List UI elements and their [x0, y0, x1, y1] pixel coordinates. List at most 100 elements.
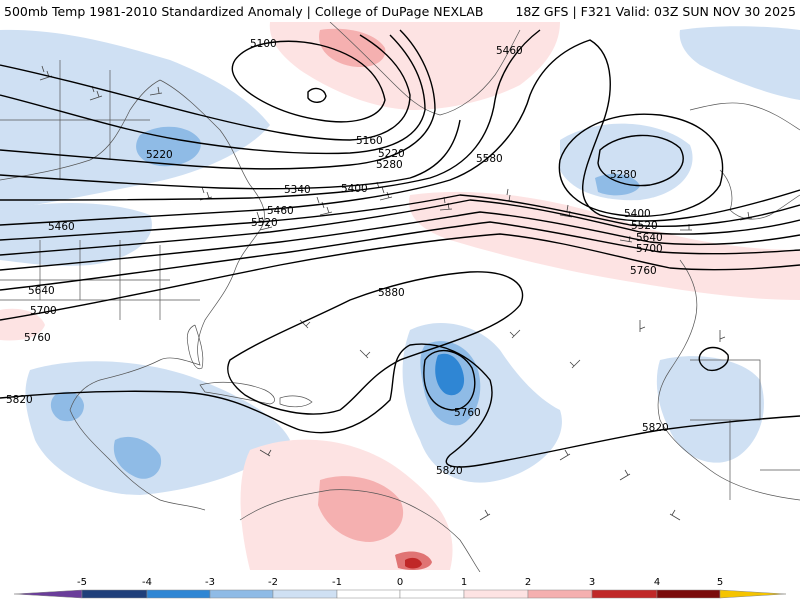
legend-tick: 1: [461, 577, 467, 588]
cold-anomaly-central-america: [113, 436, 162, 479]
contour-label: 5460: [496, 45, 523, 57]
cold-anomaly-atlantic-core: [435, 353, 465, 396]
contour-label: 5280: [376, 159, 403, 171]
wind-barb: [509, 329, 521, 339]
wind-barb: [299, 319, 311, 329]
contour-label: 5640: [636, 232, 663, 244]
wind-barb: [619, 469, 631, 481]
cold-anomaly-labrador: [560, 123, 693, 201]
legend-tick: -1: [332, 577, 342, 588]
contour-label: 5760: [454, 407, 481, 419]
legend-tick: -5: [77, 577, 87, 588]
wind-barb: [719, 330, 726, 342]
anomaly-color-bar: -5 -4 -3 -2 -1 0 1 2 3 4 5: [0, 572, 800, 600]
height-contours: [0, 29, 800, 468]
legend-swatch: [146, 589, 211, 599]
wind-barb: [569, 359, 581, 369]
south-america-coast: [239, 489, 481, 572]
contour-label: 5760: [630, 265, 657, 277]
warm-anomaly-atlantic: [409, 191, 800, 300]
legend-tick: 3: [589, 577, 595, 588]
map-title: 500mb Temp 1981-2010 Standardized Anomal…: [4, 4, 484, 19]
legend-tick: 0: [397, 577, 403, 588]
legend-swatch: [336, 589, 401, 599]
legend-tick: -4: [142, 577, 152, 588]
contour-5460: [0, 39, 800, 226]
contour-label: 5520: [251, 217, 278, 229]
wind-barb: [669, 509, 681, 521]
greenland-coast: [329, 22, 521, 116]
contour-label: 5400: [341, 183, 368, 195]
legend-tick: 2: [525, 577, 531, 588]
contour-label: 5820: [642, 422, 669, 434]
legend-swatch: [209, 589, 274, 599]
contour-5880: [227, 271, 524, 415]
north-america-coast: [0, 79, 265, 511]
contour-label: 5220: [146, 149, 173, 161]
wind-barb: [619, 235, 633, 243]
cold-anomaly-gulf: [50, 391, 84, 422]
contour-5700: [0, 221, 800, 291]
wind-barb: [559, 449, 571, 461]
cold-anomaly-africa: [656, 356, 764, 463]
contour-label: 5700: [30, 305, 57, 317]
legend-swatch: [81, 589, 148, 599]
legend-swatch: [272, 589, 338, 599]
wind-barb: [316, 196, 333, 216]
contour-label: 5100: [250, 38, 277, 50]
cold-anomaly-core-canada: [136, 126, 201, 167]
contour-5220: [0, 34, 426, 155]
contour-label: 5220: [378, 148, 405, 160]
contour-label: 5280: [610, 169, 637, 181]
warm-anomaly-greenland-core: [319, 28, 386, 68]
contour-5280-labrador: [597, 134, 684, 187]
wind-barb: [359, 349, 371, 359]
weather-map: 5100 5160 5220 5220 5280 5280 5340 5400 …: [0, 22, 800, 572]
contour-label: 5640: [28, 285, 55, 297]
contour-5760-low: [423, 349, 476, 411]
cold-anomaly-greenland: [679, 26, 800, 100]
contour-5640: [0, 211, 800, 271]
contour-label: 5700: [636, 243, 663, 255]
contour-label: 5520: [631, 220, 658, 232]
model-run-info: 18Z GFS | F321 Valid: 03Z SUN NOV 30 202…: [515, 4, 796, 19]
legend-swatch: [399, 589, 465, 599]
legend-tick: -3: [205, 577, 215, 588]
legend-swatch: [463, 589, 529, 599]
contour-5760: [0, 233, 800, 321]
florida-outline: [186, 324, 204, 370]
legend-swatches: [13, 589, 787, 599]
contour-label: 5820: [6, 394, 33, 406]
wind-barb: [256, 211, 273, 231]
legend-tick: 5: [717, 577, 723, 588]
contour-5280: [0, 29, 436, 170]
contour-label-group: 5100 5160 5220 5220 5280 5280 5340 5400 …: [6, 38, 669, 477]
cold-anomaly-labrador-core: [595, 173, 640, 196]
legend-swatch: [656, 589, 721, 599]
warm-anomaly-sa-mid: [318, 476, 404, 542]
cold-anomaly-caribbean: [25, 361, 290, 495]
header-bar: 500mb Temp 1981-2010 Standardized Anomal…: [0, 0, 800, 22]
contour-5580: [0, 199, 800, 256]
europe-coast: [689, 102, 800, 131]
legend-tick: 4: [654, 577, 660, 588]
wind-barb: [479, 509, 491, 521]
geographic-outlines: [0, 22, 800, 572]
contour-label: 5400: [624, 208, 651, 220]
contour-5520: [0, 194, 800, 241]
legend-swatch: [527, 589, 593, 599]
contour-label: 5460: [48, 221, 75, 233]
wind-barb: [639, 320, 646, 332]
warm-anomaly-sa-hot: [405, 557, 422, 569]
contour-label: 5580: [476, 153, 503, 165]
contour-5400-east: [558, 113, 724, 217]
contour-5100: [231, 40, 386, 123]
contour-africa-low: [698, 346, 729, 372]
wind-barb: [259, 449, 272, 457]
contour-5340: [0, 119, 461, 190]
contour-label: 5160: [356, 135, 383, 147]
legend-swatch: [591, 589, 658, 599]
contour-label: 5880: [378, 287, 405, 299]
legend-tick-labels: -5 -4 -3 -2 -1 0 1 2 3 4 5: [77, 577, 723, 588]
